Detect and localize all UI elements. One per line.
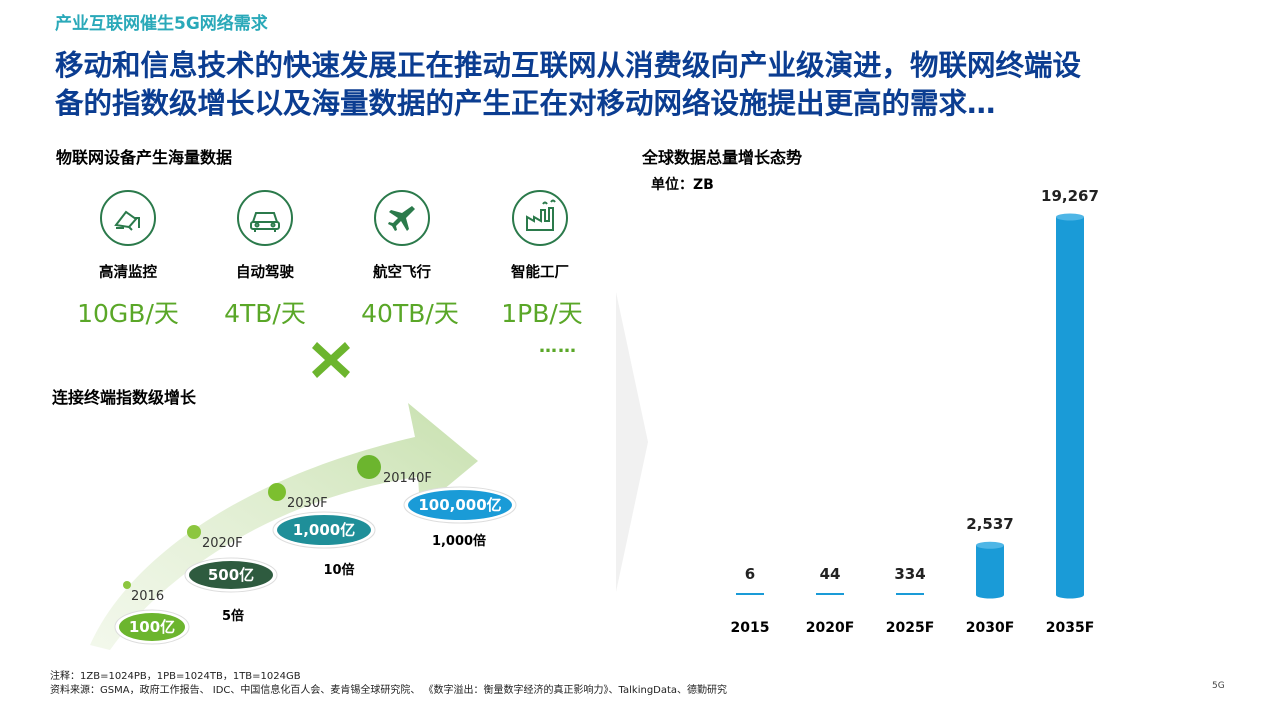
headline-line-2: 备的指数级增长以及海量数据的产生正在对移动网络设施提出更高的需求…: [55, 87, 996, 120]
growth-amount-2030: 1,000亿: [293, 521, 355, 539]
headline-line-1: 移动和信息技术的快速发展正在推动互联网从消费级向产业级演进，物联网终端设: [55, 49, 1082, 82]
bar-top-2035F: [1056, 213, 1084, 221]
bar-top-2030F: [976, 541, 1004, 549]
growth-pill-2020: [189, 561, 273, 589]
bar-value-label-2025F: 334: [894, 565, 925, 583]
device-value-autonomous-driving: 4TB/天: [224, 299, 306, 328]
device-value-aviation: 40TB/天: [361, 299, 459, 328]
growth-multiple-2: 10倍: [323, 562, 354, 578]
footnote-note: 注释：1ZB=1024PB，1PB=1024TB，1TB=1024GB: [50, 671, 301, 682]
growth-pill-2030: [277, 515, 371, 545]
category-label-2025F: 2025F: [886, 620, 935, 636]
device-label-autonomous-driving: 自动驾驶: [236, 265, 294, 281]
bar-value-label-2035F: 19,267: [1041, 187, 1099, 205]
bar-2035F: [1056, 217, 1084, 595]
page-headline: 移动和信息技术的快速发展正在推动互联网从消费级向产业级演进，物联网终端设 备的指…: [55, 47, 1255, 123]
growth-pill-2040: [408, 490, 512, 520]
car-icon: [237, 190, 293, 246]
growth-amount-2040: 100,000亿: [418, 496, 501, 514]
growth-arrow: 2016 2020F 2030F 20140F 100亿 500亿 1,000亿…: [90, 403, 517, 650]
device-value-smart-factory: 1PB/天: [501, 299, 583, 328]
growth-year-2040: 20140F: [383, 471, 432, 486]
footnote-source: 资料来源：GSMA，政府工作报告、 IDC、中国信息化百人会、麦肯锡全球研究院、…: [50, 685, 728, 696]
more-ellipsis: ……: [539, 336, 577, 357]
growth-amount-2020: 500亿: [208, 566, 254, 584]
bar-2020F: [816, 593, 844, 595]
device-label-surveillance: 高清监控: [99, 265, 157, 281]
device-label-aviation: 航空飞行: [373, 265, 431, 281]
growth-dot-2040: [357, 455, 381, 479]
bar-chart: 6 2015 44 2020F 334 2025F 2,537 2030F 19,267 2035…: [731, 187, 1099, 636]
bar-base-2035F: [1056, 591, 1084, 599]
bar-value-label-2015: 6: [745, 565, 755, 583]
chevron-divider-icon: [616, 292, 648, 592]
growth-multiple-1: 5倍: [222, 608, 244, 624]
category-label-2030F: 2030F: [966, 620, 1015, 636]
bar-value-label-2030F: 2,537: [966, 515, 1013, 533]
growth-year-2020: 2020F: [202, 536, 243, 551]
growth-year-2016: 2016: [131, 589, 164, 604]
bar-2015: [736, 593, 764, 595]
growth-multiple-3: 1,000倍: [432, 533, 486, 549]
bar-2025F: [896, 593, 924, 595]
growth-year-2030: 2030F: [287, 496, 328, 511]
category-label-2015: 2015: [731, 620, 770, 636]
page-number: 5G: [1212, 681, 1225, 691]
category-label-2035F: 2035F: [1046, 620, 1095, 636]
chart-unit-label: 单位：ZB: [651, 177, 714, 193]
multiply-icon: [312, 342, 350, 378]
camera-icon: [100, 190, 156, 246]
bar-value-label-2020F: 44: [820, 565, 841, 583]
growth-pill-2016: [119, 613, 185, 641]
factory-icon: [512, 190, 568, 246]
airplane-icon: [374, 190, 430, 246]
device-value-surveillance: 10GB/天: [77, 299, 179, 328]
growth-dot-2016: [123, 581, 131, 589]
growth-dot-2030: [268, 483, 286, 501]
right-panel-title: 全球数据总量增长态势: [642, 148, 803, 167]
growth-title: 连接终端指数级增长: [52, 388, 197, 407]
growth-dot-2020: [187, 525, 201, 539]
bar-2030F: [976, 545, 1004, 595]
bar-base-2030F: [976, 591, 1004, 599]
growth-amount-2016: 100亿: [129, 618, 175, 636]
category-label-2020F: 2020F: [806, 620, 855, 636]
device-label-smart-factory: 智能工厂: [511, 265, 569, 281]
section-tag: 产业互联网催生5G网络需求: [55, 14, 268, 34]
left-panel-title: 物联网设备产生海量数据: [56, 148, 233, 167]
